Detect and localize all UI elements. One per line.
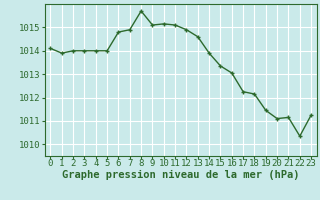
X-axis label: Graphe pression niveau de la mer (hPa): Graphe pression niveau de la mer (hPa) (62, 170, 300, 180)
